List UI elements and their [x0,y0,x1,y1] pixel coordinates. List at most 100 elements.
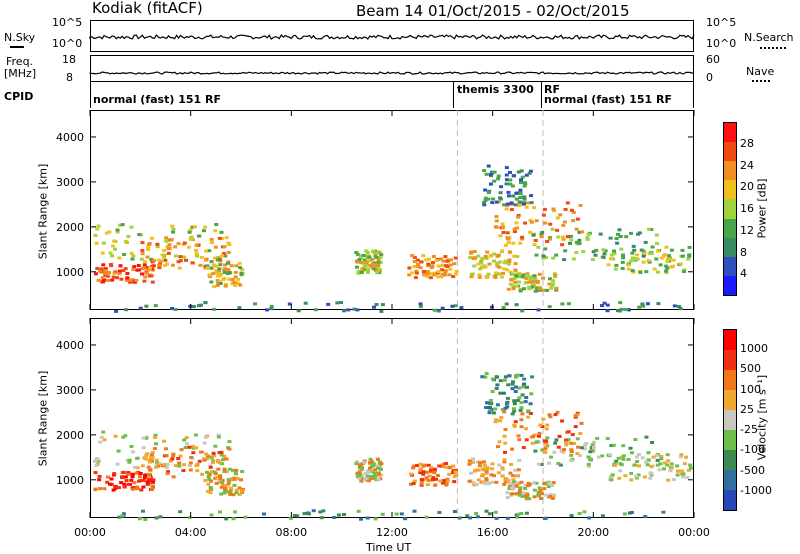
data-cell [207,249,212,253]
data-cell [499,185,504,189]
data-cell [515,255,520,258]
cpid-segment-normal-1: normal (fast) 151 RF [93,93,221,106]
data-cell [220,478,225,482]
colorbar-segment [724,123,736,143]
data-cell [546,481,551,485]
power-colorbar-label: Power [dB] [755,178,769,239]
data-cell [452,480,457,484]
velocity-ylabel: Slant Range [km] [36,370,50,467]
data-cell [654,233,659,237]
data-cell [635,460,640,463]
data-cell [608,453,613,457]
data-cell [142,476,147,480]
data-cell [211,451,216,455]
data-cell [546,461,551,465]
data-cell [117,272,122,276]
data-cell [475,515,480,519]
data-cell [451,275,456,278]
data-cell [575,217,580,221]
data-cell [641,304,646,308]
data-cell [230,478,235,482]
data-cell [100,251,105,255]
data-cell [529,392,534,396]
data-cell [153,304,158,308]
data-cell [504,182,509,186]
data-cell [370,257,375,261]
data-cell [170,307,174,310]
data-cell [517,493,522,497]
data-cell [630,269,635,273]
data-cell [215,279,220,283]
data-cell [669,466,674,470]
data-cell [641,260,646,264]
data-cell [524,396,529,399]
data-cell [503,478,508,482]
data-cell [178,510,183,514]
nave-right-tick-bottom: 0 [706,71,713,84]
data-cell [126,234,131,238]
data-cell [164,454,169,457]
data-cell [179,448,184,452]
data-cell [100,276,105,280]
data-cell [223,487,228,491]
data-cell [152,259,157,263]
data-cell [447,466,452,470]
data-cell [528,218,533,222]
data-cell [220,481,225,485]
data-cell [539,463,544,466]
data-cell [269,307,274,311]
data-cell [633,438,638,441]
data-cell [444,483,449,487]
x-tick-label: 12:00 [376,526,408,539]
data-cell [227,440,232,444]
data-cell [542,487,547,491]
data-cell [642,475,647,479]
data-cell [579,421,584,425]
data-cell [432,308,437,312]
data-cell [215,258,220,262]
data-cell [514,375,518,379]
data-cell [214,223,219,226]
data-cell [187,445,192,449]
data-cell [577,512,582,515]
data-cell [659,457,664,461]
data-cell [529,194,534,198]
data-cell [209,470,214,474]
data-cell [600,304,604,308]
data-cell [530,375,535,379]
data-cell [418,471,423,475]
data-cell [364,264,369,267]
data-cell [570,208,574,212]
freq-trace [89,71,695,75]
data-cell [645,302,650,306]
data-cell [93,487,98,491]
data-cell [549,284,554,288]
data-cell [181,469,186,473]
x-tick-label: 00:00 [678,526,710,539]
data-cell [491,411,496,415]
data-cell [485,250,490,254]
data-cell [150,451,155,454]
data-cell [412,265,417,268]
data-cell [488,398,493,402]
y-tick-label: 3000 [56,176,84,189]
data-cell [194,446,199,450]
data-cell [207,273,212,277]
cpid-segment-themis: themis 3300 [457,83,534,96]
data-cell [94,241,99,245]
data-cell [487,481,492,485]
data-cell [518,196,523,199]
data-cell [151,478,156,482]
data-cell [664,269,669,273]
data-cell [487,262,492,266]
data-cell [642,251,647,255]
data-cell [240,470,245,473]
freq-unit-label: [MHz] [4,67,37,80]
data-cell [519,512,524,515]
colorbar-tick-label: 100 [740,382,761,396]
data-cell [232,483,237,487]
data-cell [534,481,539,485]
data-cell [629,259,634,263]
data-cell [134,471,139,475]
data-cell [193,225,197,229]
